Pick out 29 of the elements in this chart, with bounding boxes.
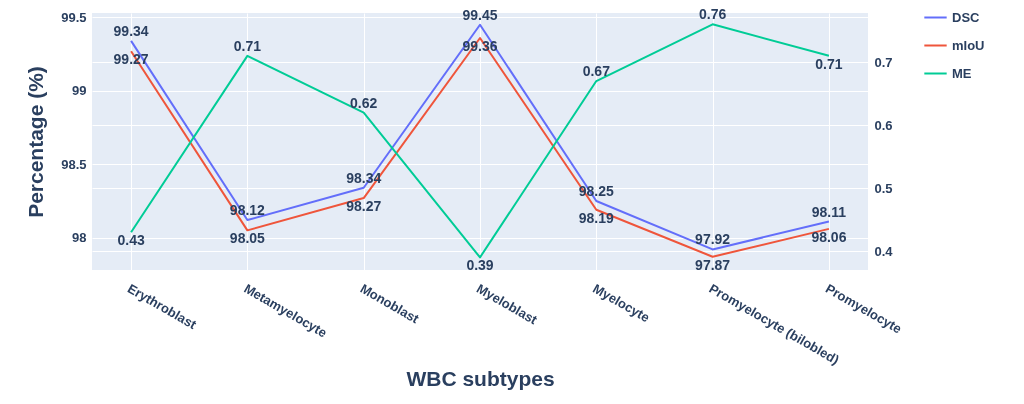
data-label: 97.87 <box>695 256 731 273</box>
data-label: 0.62 <box>350 94 378 111</box>
legend-label: ME <box>952 65 972 81</box>
data-label: 98.06 <box>811 228 847 245</box>
data-label: 99.34 <box>113 22 149 39</box>
y2-tick-label: 0.4 <box>874 243 894 259</box>
y-tick-label: 98 <box>72 230 87 246</box>
y2-tick-label: 0.7 <box>874 54 893 70</box>
data-label: 98.05 <box>229 230 266 247</box>
data-label: 98.27 <box>346 198 382 215</box>
data-label: 0.71 <box>815 55 843 72</box>
y-tick-label: 98.5 <box>61 156 87 172</box>
data-label: 98.11 <box>811 203 847 220</box>
data-label: 0.67 <box>582 63 611 80</box>
y-tick-label: 99 <box>72 83 87 99</box>
legend-label: DSC <box>952 9 981 25</box>
data-label: 0.76 <box>698 6 727 23</box>
data-label: 99.45 <box>462 6 498 23</box>
y-axis-title: Percentage (%) <box>24 66 48 218</box>
data-label: 98.19 <box>578 209 615 226</box>
y2-tick-label: 0.6 <box>874 117 893 133</box>
x-axis-title: WBC subtypes <box>406 367 555 391</box>
data-label: 0.71 <box>233 37 262 54</box>
data-label: 0.43 <box>117 232 145 249</box>
legend-label: mIoU <box>952 37 985 53</box>
data-label: 0.39 <box>466 257 494 274</box>
y-tick-label: 99.5 <box>61 9 87 25</box>
data-label: 97.92 <box>695 231 731 248</box>
y2-tick-label: 0.5 <box>874 180 893 196</box>
